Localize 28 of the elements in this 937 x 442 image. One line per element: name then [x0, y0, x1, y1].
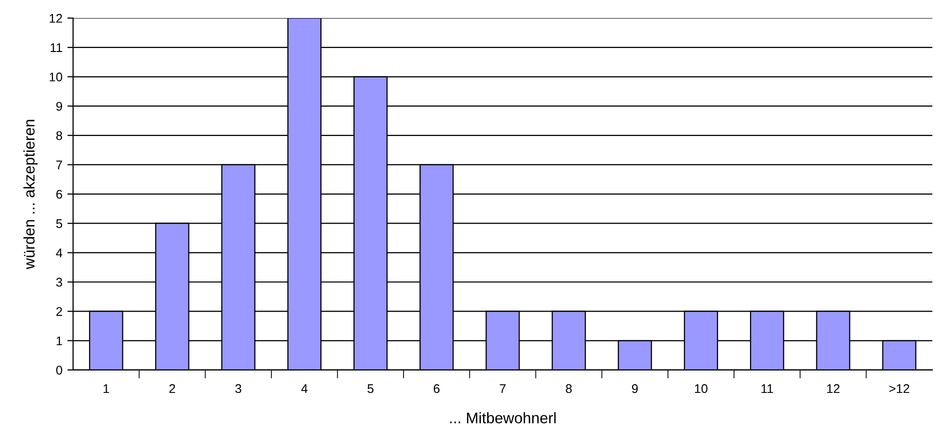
y-tick-label: 9: [56, 102, 62, 111]
x-tick-label: 2: [169, 384, 176, 393]
y-tick-label: 7: [56, 160, 62, 170]
y-tick-label: 12: [50, 14, 62, 23]
y-tick-label: 1: [56, 336, 62, 346]
x-tick-label: 12: [827, 384, 840, 393]
x-tick-label: >12: [889, 384, 910, 393]
y-tick-label: 3: [56, 278, 62, 287]
x-tick-label: 1: [104, 384, 109, 393]
x-tick-label: 7: [500, 384, 506, 393]
y-tick-label: 8: [56, 131, 62, 140]
x-tick-label: 5: [368, 384, 374, 394]
x-tick-label: 4: [301, 384, 308, 393]
x-tick-label: 8: [566, 384, 572, 394]
y-tick-label: 2: [56, 307, 62, 316]
y-tick-label: 5: [56, 219, 62, 228]
y-tick-label: 10: [50, 72, 62, 82]
y-tick-label: 4: [56, 248, 62, 258]
y-tick-label: 0: [56, 366, 62, 375]
y-axis-title: würden ... akzeptieren: [23, 120, 38, 270]
x-tick-label: 11: [762, 384, 773, 393]
y-tick-label: 11: [50, 43, 62, 52]
x-tick-label: 3: [235, 384, 242, 394]
x-tick-label: 9: [632, 384, 638, 394]
x-tick-label: 10: [694, 384, 708, 394]
x-axis-title: ... Mitbewohnerl: [450, 412, 556, 424]
y-tick-label: 6: [56, 190, 62, 199]
x-tick-label: 6: [434, 384, 440, 394]
